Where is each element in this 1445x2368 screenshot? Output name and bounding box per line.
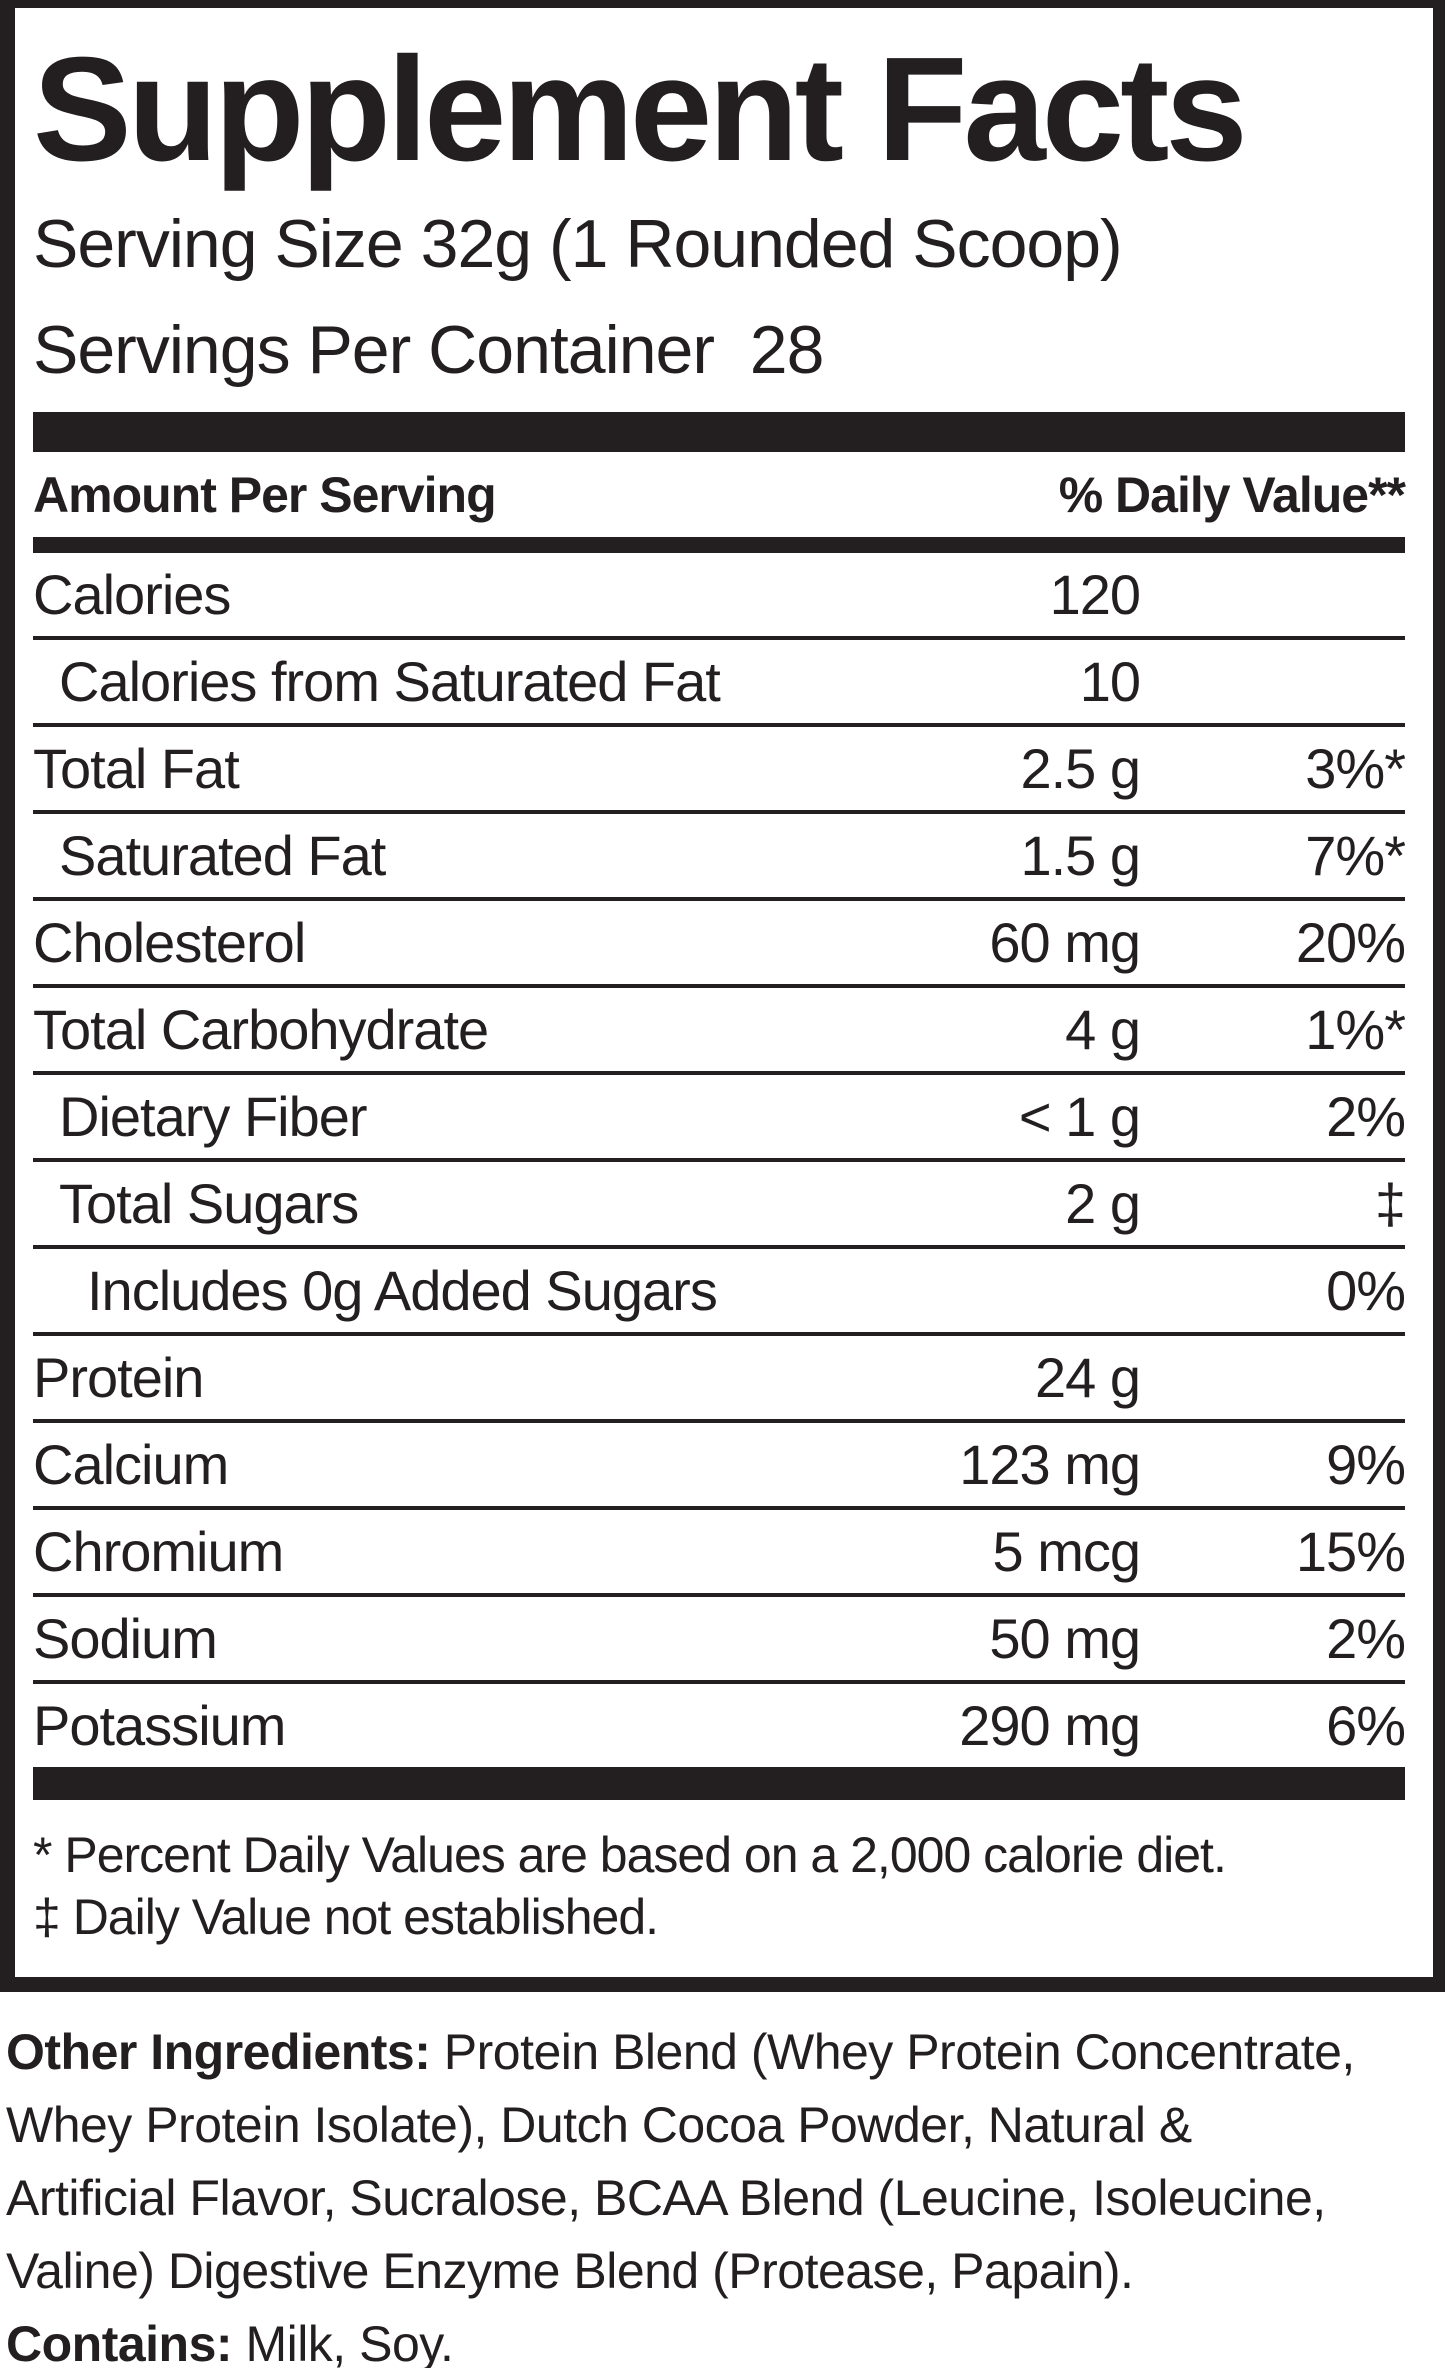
nutrient-row: Total Sugars 2 g ‡ (33, 1158, 1406, 1245)
other-ingredients-text: Protein Blend (Whey Protein Concentrate, (430, 2024, 1356, 2080)
other-ingredients-line: Whey Protein Isolate), Dutch Cocoa Powde… (6, 2097, 1192, 2153)
nutrient-daily-value: 6% (1326, 1694, 1406, 1757)
contains-heading: Contains: (6, 2316, 233, 2368)
nutrient-label: Total Fat (33, 737, 240, 800)
nutrient-daily-value: 9% (1326, 1433, 1406, 1496)
nutrient-label: Potassium (33, 1694, 286, 1757)
divider-bar-medium (33, 537, 1405, 553)
nutrient-daily-value: ‡ (1374, 1172, 1406, 1235)
footnote-percent-daily-values: * Percent Daily Values are based on a 2,… (33, 1827, 1227, 1883)
nutrient-amount: 1.5 g (1020, 824, 1141, 887)
nutrient-daily-value: 7%* (1305, 824, 1406, 887)
nutrient-daily-value: 3%* (1305, 737, 1406, 800)
nutrient-daily-value: 1%* (1305, 998, 1406, 1061)
nutrient-row: Includes 0g Added Sugars 0% (33, 1245, 1406, 1332)
nutrient-amount: 5 mcg (992, 1520, 1142, 1583)
nutrient-label: Calories from Saturated Fat (59, 650, 721, 713)
nutrient-amount: 120 (1049, 563, 1141, 626)
nutrient-daily-value: 2% (1326, 1085, 1406, 1148)
nutrient-row: Calories 120 (33, 553, 1405, 636)
nutrient-amount: 24 g (1035, 1346, 1141, 1409)
other-ingredients-line: Artificial Flavor, Sucralose, BCAA Blend… (6, 2170, 1326, 2226)
other-ingredients-line: Valine) Digestive Enzyme Blend (Protease… (6, 2243, 1134, 2299)
nutrient-rows: Calories 120 Calories from Saturated Fat… (33, 553, 1406, 1767)
nutrient-label: Cholesterol (33, 911, 306, 974)
nutrient-label: Protein (33, 1346, 204, 1409)
contains-text: Milk, Soy. (232, 2316, 454, 2368)
nutrient-label: Saturated Fat (59, 824, 386, 887)
nutrient-daily-value: 2% (1326, 1607, 1406, 1670)
footnotes: * Percent Daily Values are based on a 2,… (33, 1824, 1405, 1948)
nutrient-row: Saturated Fat 1.5 g 7%* (33, 810, 1406, 897)
nutrient-row: Total Fat 2.5 g 3%* (33, 723, 1406, 810)
nutrient-label: Dietary Fiber (59, 1085, 368, 1148)
nutrient-amount: < 1 g (1018, 1085, 1141, 1148)
nutrient-daily-value: 0% (1326, 1259, 1406, 1322)
nutrient-amount: 123 mg (959, 1433, 1141, 1496)
nutrient-amount: 4 g (1065, 998, 1141, 1061)
nutrient-label: Total Carbohydrate (33, 998, 489, 1061)
footnote-daily-value-not-established: ‡ Daily Value not established. (33, 1889, 659, 1945)
nutrient-row: Potassium 290 mg 6% (33, 1680, 1406, 1767)
nutrient-row: Calcium 123 mg 9% (33, 1419, 1406, 1506)
servings-per-container-line: Servings Per Container 28 (33, 312, 824, 388)
nutrient-label: Total Sugars (59, 1172, 359, 1235)
nutrient-row: Protein 24 g (33, 1332, 1405, 1419)
other-ingredients-line: Other Ingredients: Protein Blend (Whey P… (6, 2016, 1441, 2089)
nutrient-row: Dietary Fiber < 1 g 2% (33, 1071, 1406, 1158)
nutrient-amount: 2.5 g (1020, 737, 1141, 800)
contains-line: Contains: Milk, Soy. (6, 2308, 1441, 2368)
other-ingredients-heading: Other Ingredients: (6, 2024, 431, 2080)
nutrient-amount: 60 mg (989, 911, 1141, 974)
nutrient-amount: 290 mg (959, 1694, 1141, 1757)
daily-value-header: % Daily Value** (1058, 466, 1406, 523)
nutrient-row: Calories from Saturated Fat 10 (33, 636, 1405, 723)
table-header-row: Amount Per Serving % Daily Value** (33, 452, 1406, 537)
panel-title: Supplement Facts (33, 27, 1248, 192)
supplement-facts-panel: Supplement Facts Serving Size 32g (1 Rou… (0, 0, 1445, 1992)
amount-per-serving-header: Amount Per Serving (33, 466, 497, 523)
serving-size-line: Serving Size 32g (1 Rounded Scoop) (33, 206, 1123, 282)
nutrient-amount: 10 (1079, 650, 1141, 713)
nutrient-daily-value: 20% (1295, 911, 1406, 974)
nutrient-row: Total Carbohydrate 4 g 1%* (33, 984, 1406, 1071)
nutrient-label: Calories (33, 563, 231, 626)
divider-bar-thick (33, 412, 1405, 452)
nutrient-amount: 50 mg (989, 1607, 1141, 1670)
nutrient-label: Sodium (33, 1607, 218, 1670)
divider-bar-bottom (33, 1767, 1405, 1800)
nutrient-row: Chromium 5 mcg 15% (33, 1506, 1406, 1593)
nutrient-label: Chromium (33, 1520, 284, 1583)
nutrient-row: Sodium 50 mg 2% (33, 1593, 1406, 1680)
other-ingredients-section: Other Ingredients: Protein Blend (Whey P… (6, 2016, 1441, 2368)
nutrient-label: Calcium (33, 1433, 229, 1496)
nutrient-amount: 2 g (1065, 1172, 1141, 1235)
nutrient-daily-value: 15% (1295, 1520, 1406, 1583)
nutrient-row: Cholesterol 60 mg 20% (33, 897, 1406, 984)
nutrient-label: Includes 0g Added Sugars (87, 1259, 718, 1322)
